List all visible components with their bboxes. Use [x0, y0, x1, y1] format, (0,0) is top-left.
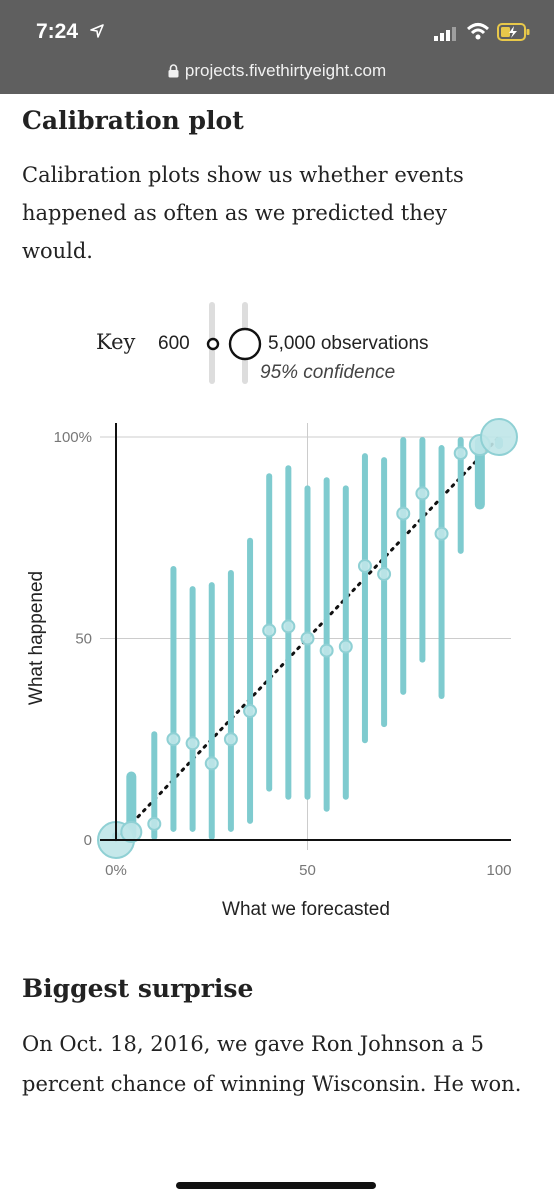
confidence-bar: [151, 731, 158, 840]
lock-icon: [168, 64, 179, 78]
x-tick-label: 100: [486, 862, 511, 879]
data-point: [120, 820, 143, 843]
url-text: projects.fivethirtyeight.com: [184, 61, 387, 80]
key-small-count: 600: [158, 333, 190, 354]
data-point: [480, 418, 518, 456]
data-point: [377, 567, 392, 582]
data-point: [357, 558, 372, 573]
x-tick-label: 0%: [105, 862, 127, 879]
browser-chrome: 7:24 projects.fivethirtyeight.com: [0, 0, 554, 94]
confidence-bar: [208, 582, 215, 840]
home-indicator[interactable]: [176, 1182, 376, 1189]
confidence-bar: [419, 437, 426, 663]
confidence-bar: [189, 586, 196, 832]
url-bar[interactable]: projects.fivethirtyeight.com: [0, 58, 554, 84]
data-point: [147, 816, 162, 831]
data-point: [281, 619, 296, 634]
confidence-bar: [457, 437, 464, 554]
surprise-description: On Oct. 18, 2016, we gave Ron Johnson a …: [22, 1032, 522, 1096]
calibration-chart: 0 50 100% 0% 50 100 What happened What we for…: [26, 418, 518, 920]
confidence-bar: [227, 569, 234, 832]
confidence-bar: [361, 453, 368, 744]
data-point: [396, 506, 411, 521]
confidence-bar: [247, 537, 254, 824]
confidence-bar: [400, 437, 407, 695]
key-legend-graphic: [206, 302, 262, 384]
key-confidence-label: 95% confidence: [260, 362, 396, 383]
y-tick-label: 0: [84, 832, 92, 849]
diagonal-reference-line: [114, 435, 501, 842]
confidence-bar: [381, 457, 388, 728]
location-arrow-icon: [90, 24, 104, 38]
data-points: [97, 418, 518, 859]
data-point: [319, 643, 334, 658]
x-tick-label: 50: [299, 862, 316, 879]
wifi-icon: [466, 23, 490, 40]
surprise-heading: Biggest surprise: [22, 974, 254, 1003]
cellular-signal-icon: [434, 27, 456, 41]
data-point: [243, 704, 258, 719]
data-point: [262, 623, 277, 638]
data-point: [434, 526, 449, 541]
chart-key: Key 600 5,000 observations 95% confidenc…: [96, 300, 496, 390]
calibration-heading: Calibration plot: [22, 106, 244, 135]
data-point: [223, 732, 238, 747]
reference-line: [114, 435, 501, 842]
data-point: [204, 756, 219, 771]
data-point: [453, 446, 468, 461]
key-small-circle: [206, 337, 220, 351]
y-axis-title: What happened: [26, 571, 47, 705]
battery-icon: [497, 23, 530, 41]
calibration-description: Calibration plots show us whether events…: [22, 163, 464, 263]
data-point: [415, 486, 430, 501]
chart-axes: 0 50 100% 0% 50 100: [54, 423, 512, 879]
x-axis-title: What we forecasted: [222, 899, 390, 920]
confidence-bar: [170, 565, 177, 832]
data-point: [338, 639, 353, 654]
key-large-count: 5,000 observations: [268, 333, 429, 354]
data-point: [166, 732, 181, 747]
y-tick-label: 100%: [54, 429, 92, 446]
confidence-bar: [438, 445, 445, 699]
y-tick-label: 50: [75, 631, 92, 648]
data-point: [185, 736, 200, 751]
key-large-circle: [228, 327, 262, 361]
data-point: [300, 631, 315, 646]
status-time: 7:24: [36, 20, 79, 43]
key-label: Key: [96, 330, 136, 354]
